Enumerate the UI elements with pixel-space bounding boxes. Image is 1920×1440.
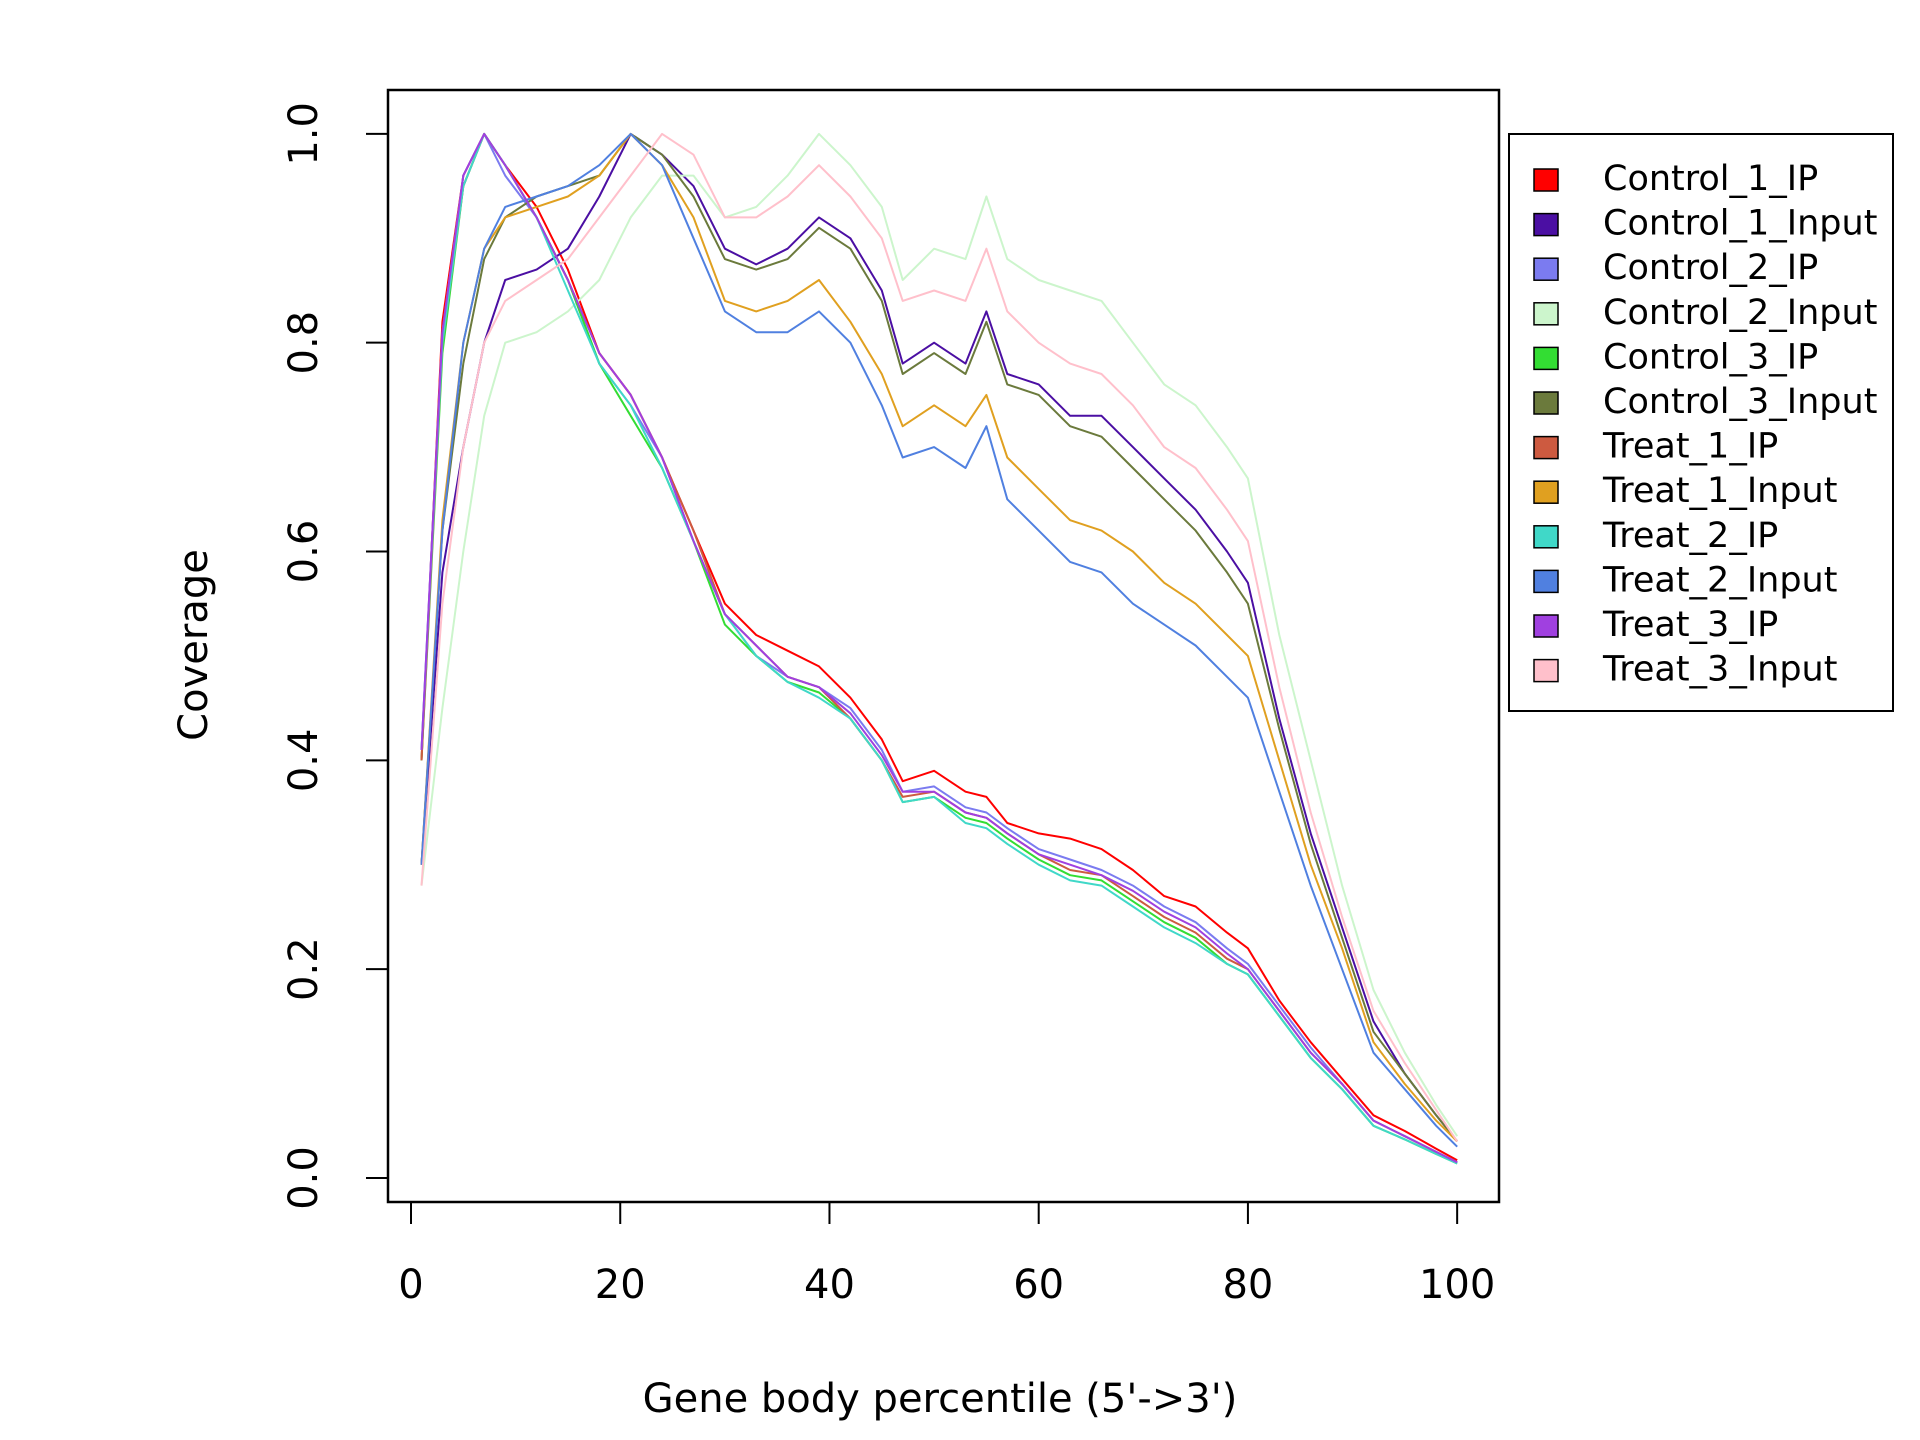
series-line	[420, 132, 1458, 1143]
legend-swatch	[1533, 614, 1559, 638]
legend-swatch	[1533, 658, 1559, 683]
legend-label: Control_3_Input	[1603, 382, 1877, 422]
legend-swatch	[1533, 391, 1559, 415]
legend-label: Treat_1_Input	[1602, 471, 1837, 511]
series-line	[420, 132, 1458, 1143]
series-line	[420, 132, 1459, 1142]
y-tick-label: 0.6	[281, 520, 327, 584]
x-tick-label: 0	[398, 1262, 423, 1308]
legend-swatch	[1533, 212, 1559, 237]
series-line	[420, 132, 1458, 1143]
series-line	[420, 132, 1458, 1165]
x-tick-label: 100	[1419, 1262, 1495, 1308]
y-tick-label: 0.4	[281, 729, 327, 793]
legend-swatch	[1533, 435, 1559, 460]
legend-label: Treat_3_Input	[1602, 650, 1837, 690]
legend-swatch	[1533, 302, 1559, 326]
legend-label: Control_2_Input	[1603, 293, 1877, 333]
y-tick-label: 1.0	[281, 102, 327, 166]
legend-frame	[1508, 133, 1894, 712]
legend-label: Control_3_IP	[1603, 337, 1818, 377]
x-tick-label: 60	[1013, 1262, 1064, 1308]
legend-swatch	[1533, 480, 1559, 504]
series-line	[420, 132, 1458, 1148]
legend-swatch	[1533, 346, 1559, 371]
legend-label: Control_2_IP	[1603, 248, 1818, 288]
x-axis-title: Gene body percentile (5'->3')	[643, 1376, 1238, 1422]
y-axis-title: Coverage	[171, 549, 217, 741]
y-tick-label: 0.0	[281, 1146, 327, 1210]
legend-label: Treat_1_IP	[1602, 427, 1778, 467]
x-tick-label: 80	[1222, 1262, 1273, 1308]
series-line	[420, 132, 1458, 1165]
series-line	[420, 132, 1458, 1164]
series-line	[420, 132, 1458, 1164]
x-tick-label: 20	[595, 1262, 646, 1308]
legend-label: Control_1_Input	[1603, 204, 1877, 244]
legend-label: Control_1_IP	[1603, 159, 1818, 199]
x-tick-label: 40	[804, 1262, 855, 1308]
legend-label: Treat_2_IP	[1602, 516, 1778, 556]
legend-swatch	[1533, 257, 1559, 281]
legend-swatch	[1533, 168, 1559, 192]
legend-swatch	[1533, 569, 1559, 594]
series-line	[420, 132, 1459, 1137]
legend-swatch	[1533, 525, 1559, 549]
series-line	[420, 132, 1458, 1164]
y-tick-label: 0.2	[281, 937, 327, 1001]
legend-label: Treat_3_IP	[1602, 605, 1778, 645]
y-tick-label: 0.8	[281, 311, 327, 375]
series-line	[420, 132, 1458, 1162]
legend-label: Treat_2_Input	[1602, 560, 1837, 600]
